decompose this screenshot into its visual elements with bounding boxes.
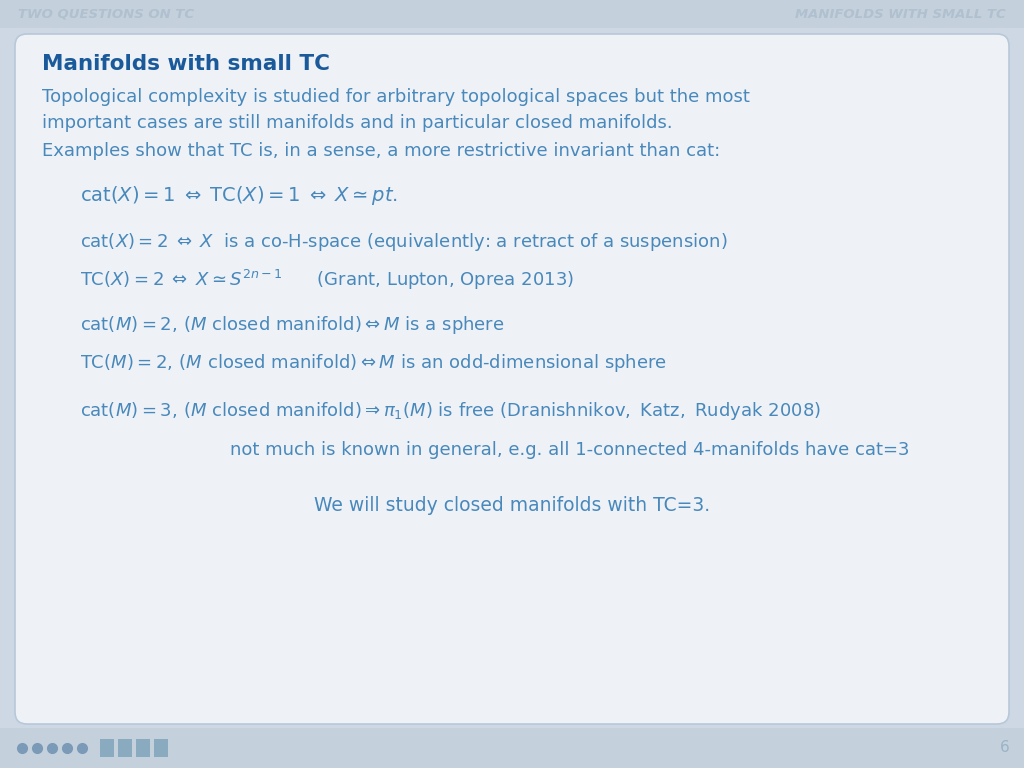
Text: not much is known in general, e.g. all 1-connected 4-manifolds have cat=3: not much is known in general, e.g. all 1… bbox=[230, 441, 909, 459]
FancyBboxPatch shape bbox=[15, 34, 1009, 724]
FancyBboxPatch shape bbox=[100, 739, 114, 757]
Text: $\mathrm{cat}(M) = 2,\, (M\ \mathrm{closed\ manifold}) \Leftrightarrow M\ \mathr: $\mathrm{cat}(M) = 2,\, (M\ \mathrm{clos… bbox=[80, 314, 505, 336]
Text: $\mathrm{TC}(X) = 2 \;\Leftrightarrow\; X \simeq S^{2n-1}$      (Grant, Lupton, : $\mathrm{TC}(X) = 2 \;\Leftrightarrow\; … bbox=[80, 268, 573, 292]
Text: Manifolds with small TC: Manifolds with small TC bbox=[42, 54, 330, 74]
Text: TWO QUESTIONS ON TC: TWO QUESTIONS ON TC bbox=[18, 8, 195, 21]
Text: $\mathrm{cat}(X) = 2 \;\Leftrightarrow\; X$  is a co-H-space (equivalently: a re: $\mathrm{cat}(X) = 2 \;\Leftrightarrow\;… bbox=[80, 231, 727, 253]
Text: $\mathrm{TC}(M) = 2,\, (M\ \mathrm{closed\ manifold}) \Leftrightarrow M\ \mathrm: $\mathrm{TC}(M) = 2,\, (M\ \mathrm{close… bbox=[80, 352, 667, 374]
Text: Examples show that TC is, in a sense, a more restrictive invariant than cat:: Examples show that TC is, in a sense, a … bbox=[42, 142, 720, 160]
FancyBboxPatch shape bbox=[136, 739, 150, 757]
FancyBboxPatch shape bbox=[0, 728, 1024, 768]
Text: $\mathrm{cat}(X) = 1 \;\Leftrightarrow\; \mathrm{TC}(X) = 1 \;\Leftrightarrow\; : $\mathrm{cat}(X) = 1 \;\Leftrightarrow\;… bbox=[80, 184, 398, 207]
Text: We will study closed manifolds with TC=3.: We will study closed manifolds with TC=3… bbox=[314, 496, 710, 515]
Text: 6: 6 bbox=[1000, 740, 1010, 756]
Text: MANIFOLDS WITH SMALL TC: MANIFOLDS WITH SMALL TC bbox=[796, 8, 1006, 21]
Text: $\mathrm{cat}(M) = 3,\, (M\ \mathrm{closed\ manifold}) \Rightarrow \pi_1(M)\ \ma: $\mathrm{cat}(M) = 3,\, (M\ \mathrm{clos… bbox=[80, 400, 821, 422]
Text: Topological complexity is studied for arbitrary topological spaces but the most
: Topological complexity is studied for ar… bbox=[42, 88, 750, 131]
FancyBboxPatch shape bbox=[118, 739, 132, 757]
FancyBboxPatch shape bbox=[154, 739, 168, 757]
FancyBboxPatch shape bbox=[0, 0, 1024, 28]
